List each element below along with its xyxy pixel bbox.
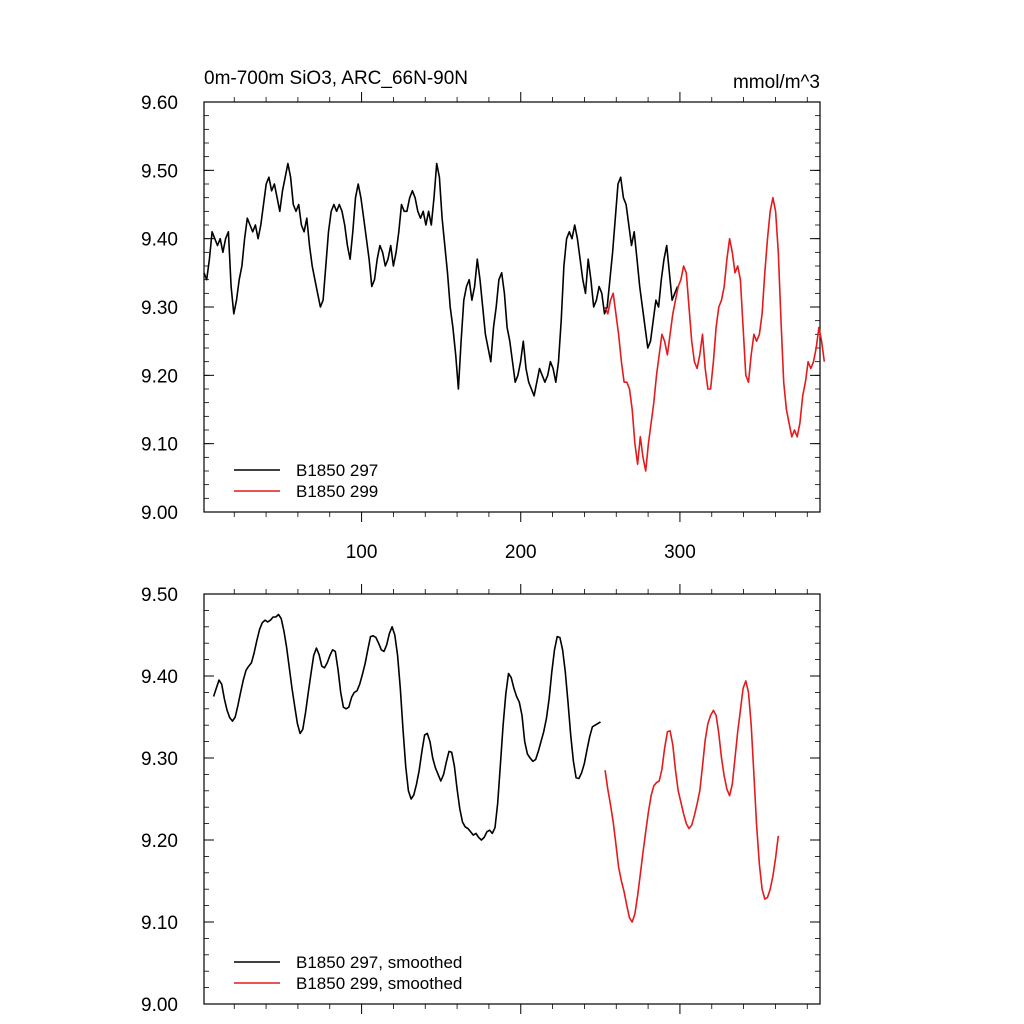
- y-tick-label: 9.00: [141, 503, 178, 524]
- bottom-panel: 9.00 9.10 9.20 9.30 9.40 9.50 B1850 297, smoo…: [141, 584, 821, 1016]
- legend-label: B1850 299: [296, 482, 378, 501]
- x-tick-label: 100: [346, 542, 378, 563]
- series-line-297: [212, 613, 601, 841]
- y-tick-label: 9.30: [141, 749, 178, 770]
- y-tick-label: 9.20: [141, 831, 178, 852]
- x-tick-label: 300: [664, 542, 696, 563]
- x-tick-label: 200: [505, 542, 537, 563]
- y-tick-label: 9.10: [141, 913, 178, 934]
- bottom-ticks: 9.00 9.10 9.20 9.30 9.40 9.50: [141, 584, 820, 1016]
- bottom-legend: B1850 297, smoothed B1850 299, smoothed: [234, 953, 462, 993]
- bottom-series: [212, 613, 780, 923]
- legend-label: B1850 299, smoothed: [296, 974, 462, 993]
- series-line-299: [604, 196, 826, 472]
- y-tick-label: 9.40: [141, 667, 178, 688]
- legend-label: B1850 297, smoothed: [296, 953, 462, 972]
- y-tick-label: 9.60: [141, 93, 178, 114]
- top-legend: B1850 297 B1850 299: [234, 461, 378, 501]
- y-tick-label: 9.10: [141, 435, 178, 456]
- y-tick-label: 9.40: [141, 230, 178, 251]
- series-line-299: [604, 680, 780, 923]
- units-label: mmol/m^3: [733, 72, 820, 93]
- bottom-plot-frame: [203, 593, 821, 1005]
- top-ticks: 9.00 9.10 9.20 9.30 9.40 9.50 9.60 100 200 300: [141, 92, 820, 563]
- legend-label: B1850 297: [296, 461, 378, 480]
- y-tick-label: 9.50: [141, 585, 178, 606]
- y-tick-label: 9.00: [141, 995, 178, 1016]
- chart-title: 0m-700m SiO3, ARC_66N-90N: [204, 68, 468, 89]
- top-series: [203, 162, 826, 472]
- y-tick-label: 9.30: [141, 298, 178, 319]
- y-tick-label: 9.50: [141, 161, 178, 182]
- top-panel: 9.00 9.10 9.20 9.30 9.40 9.50 9.60 100 200 300 B1…: [141, 92, 826, 563]
- y-tick-label: 9.20: [141, 366, 178, 387]
- series-line-297: [203, 162, 679, 397]
